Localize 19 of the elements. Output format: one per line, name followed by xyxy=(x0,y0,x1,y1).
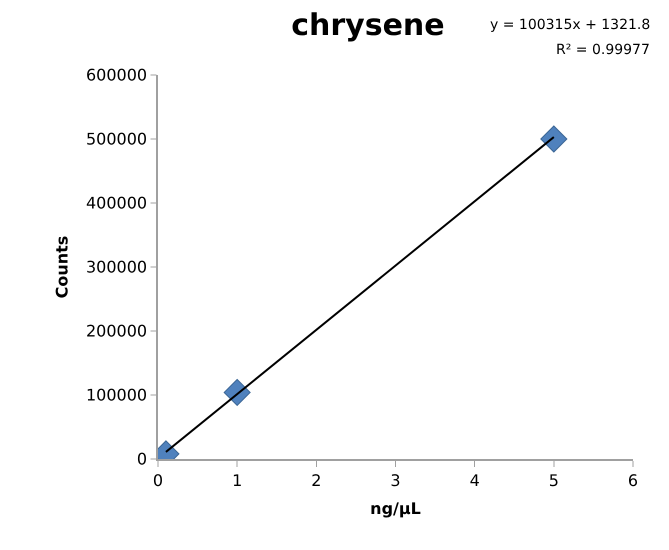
x-tick-label: 1 xyxy=(232,470,242,490)
x-tick-label: 5 xyxy=(548,470,559,490)
x-axis-title: ng/μL xyxy=(370,499,421,518)
x-tick-label: 4 xyxy=(470,470,480,490)
y-tick-label: 400000 xyxy=(86,194,148,213)
y-tick-label: 100000 xyxy=(86,386,148,405)
y-tick-label: 200000 xyxy=(86,322,148,341)
x-tick-label: 3 xyxy=(390,470,401,490)
text: R² = 0.99977 xyxy=(556,42,650,58)
y-tick-label: 600000 xyxy=(86,66,148,85)
x-tick-label: 0 xyxy=(152,470,164,490)
y-tick-label: 300000 xyxy=(86,258,148,277)
x-tick-label: 2 xyxy=(311,470,322,490)
x-tick-label: 6 xyxy=(628,470,638,490)
y-tick-label: 0 xyxy=(136,450,148,469)
text: y = 100315x + 1321.8 xyxy=(490,17,650,33)
y-axis-title: Counts xyxy=(52,236,72,298)
y-tick-label: 500000 xyxy=(86,130,148,149)
chart-title: chrysene xyxy=(291,8,445,43)
